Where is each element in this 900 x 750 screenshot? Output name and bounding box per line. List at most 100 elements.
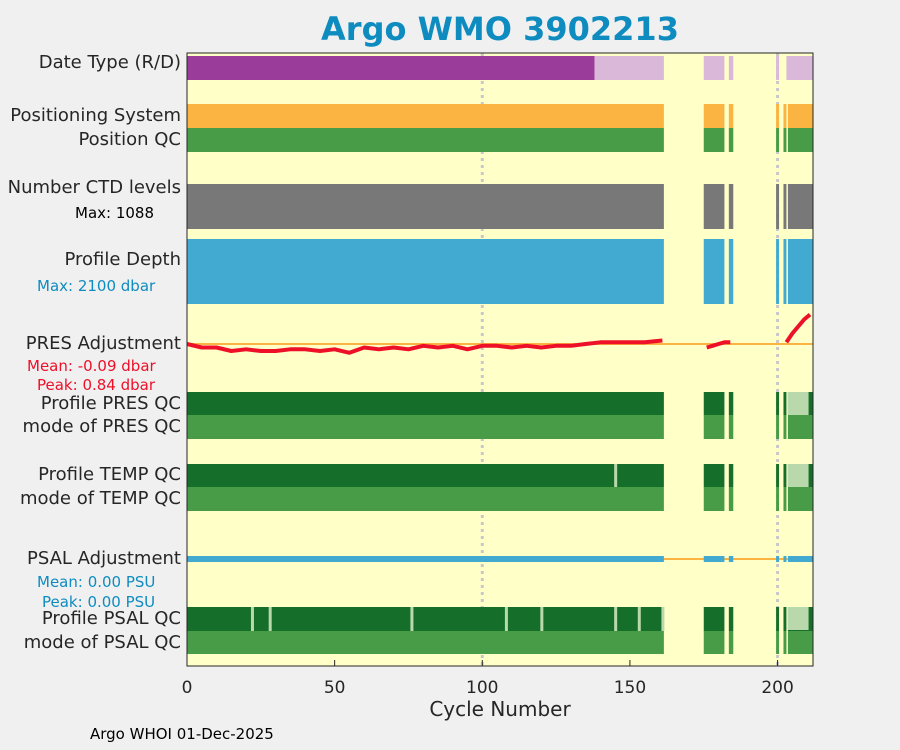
chart-title: Argo WMO 3902213 xyxy=(321,10,679,48)
mode-temp-qc-bar xyxy=(187,487,664,511)
date-type-bar xyxy=(187,56,595,80)
mode-pres-qc-bar xyxy=(728,415,734,439)
psal-adjustment-bar xyxy=(703,556,725,562)
label-profile-pres-qc: Profile PRES QC xyxy=(40,393,181,414)
psal-adjustment-bar xyxy=(783,556,787,562)
psal-adjustment-bar xyxy=(728,556,734,562)
x-tick-label: 200 xyxy=(761,678,793,698)
label-profile-temp-qc: Profile TEMP QC xyxy=(38,464,181,485)
psal-qc-mark xyxy=(250,607,254,631)
ctd-levels-bar xyxy=(187,184,664,229)
positioning-bar xyxy=(728,104,734,128)
mode-temp-qc-bar xyxy=(783,487,787,511)
mode-pres-qc-bar xyxy=(187,415,664,439)
mode-psal-qc-bar xyxy=(776,631,780,654)
profile-qc-light-segment xyxy=(787,607,809,630)
date-type-bar xyxy=(776,56,780,80)
psal-adjustment-bar xyxy=(787,556,813,562)
x-tick-label: 100 xyxy=(466,678,498,698)
profile-psal-qc-bar xyxy=(187,607,664,631)
mode-pres-qc-bar xyxy=(776,415,780,439)
profile-depth-bar xyxy=(728,239,734,304)
mode-psal-qc-bar xyxy=(783,631,787,654)
profile-pres-qc-bar xyxy=(783,392,787,415)
x-axis-label: Cycle Number xyxy=(429,697,571,721)
profile-psal-qc-bar xyxy=(776,607,780,631)
positioning-bar xyxy=(776,104,780,128)
positioning-bar xyxy=(783,104,787,128)
label-psal-adjustment: PSAL Adjustment xyxy=(26,548,181,569)
profile-temp-qc-bar xyxy=(783,464,787,487)
mode-temp-qc-bar xyxy=(728,487,734,511)
psal-qc-mark xyxy=(504,607,508,631)
psal-qc-mark xyxy=(540,607,544,631)
profile-depth-bar xyxy=(783,239,787,304)
position-qc-bar xyxy=(783,128,787,152)
annotation-pres-peak: Peak: 0.84 dbar xyxy=(37,376,156,394)
annotation-psal-peak: Peak: 0.00 PSU xyxy=(42,593,156,611)
mode-psal-qc-bar xyxy=(728,631,734,654)
profile-qc-light-segment xyxy=(787,392,809,415)
ctd-levels-bar xyxy=(787,184,813,229)
profile-depth-bar xyxy=(187,239,664,304)
profile-psal-qc-bar xyxy=(783,607,787,631)
mode-psal-qc-bar xyxy=(787,631,813,654)
position-qc-bar xyxy=(787,128,813,152)
label-mode-pres-qc: mode of PRES QC xyxy=(22,416,181,437)
plot-frame xyxy=(186,52,814,667)
x-tick-label: 50 xyxy=(324,678,346,698)
psal-qc-mark xyxy=(268,607,272,631)
pres-adjustment-line xyxy=(186,313,812,355)
positioning-bar xyxy=(703,104,725,128)
mode-pres-qc-bar xyxy=(787,415,813,439)
profile-temp-qc-bar xyxy=(187,464,664,487)
psal-qc-mark xyxy=(661,607,665,631)
label-mode-psal-qc: mode of PSAL QC xyxy=(23,632,181,653)
mode-temp-qc-bar xyxy=(787,487,813,511)
ctd-levels-bar xyxy=(728,184,734,229)
mode-temp-qc-bar xyxy=(703,487,725,511)
profile-pres-qc-bar xyxy=(703,392,725,415)
mode-psal-qc-bar xyxy=(703,631,725,654)
mode-pres-qc-bar xyxy=(703,415,725,439)
profile-depth-bar xyxy=(776,239,780,304)
ctd-levels-bar xyxy=(776,184,780,229)
footer-credit: Argo WHOI 01-Dec-2025 xyxy=(90,725,274,743)
profile-depth-bar xyxy=(703,239,725,304)
profile-pres-qc-bar xyxy=(187,392,664,415)
position-qc-bar xyxy=(728,128,734,152)
position-qc-bar xyxy=(776,128,780,152)
psal-adjustment-bar xyxy=(776,556,780,562)
plot-background xyxy=(187,53,813,666)
position-qc-bar xyxy=(187,128,664,152)
date-type-bar xyxy=(786,56,813,80)
label-position-qc: Position QC xyxy=(78,129,181,150)
label-profile-depth: Profile Depth xyxy=(64,249,181,270)
mode-pres-qc-bar xyxy=(783,415,787,439)
psal-qc-mark xyxy=(410,607,414,631)
psal-qc-mark xyxy=(614,607,618,631)
mode-psal-qc-bar xyxy=(187,631,664,654)
profile-temp-qc-bar xyxy=(703,464,725,487)
date-type-bar xyxy=(703,56,725,80)
x-tick-label: 0 xyxy=(182,678,193,698)
date-type-bar xyxy=(728,56,734,80)
positioning-bar xyxy=(187,104,664,128)
profile-psal-qc-bar xyxy=(703,607,725,631)
psal-qc-mark xyxy=(637,607,641,631)
ctd-levels-bar xyxy=(703,184,725,229)
position-qc-bar xyxy=(703,128,725,152)
x-tick-label: 150 xyxy=(614,678,646,698)
profile-temp-qc-bar xyxy=(776,464,780,487)
label-date-type: Date Type (R/D) xyxy=(38,52,181,73)
psal-adjustment-bar xyxy=(187,556,664,562)
mode-temp-qc-bar xyxy=(776,487,780,511)
date-type-bar xyxy=(594,56,664,80)
profile-depth-bar xyxy=(787,239,813,304)
label-pres-adjustment: PRES Adjustment xyxy=(25,333,181,354)
label-profile-psal-qc: Profile PSAL QC xyxy=(41,608,181,629)
label-positioning-system: Positioning System xyxy=(10,105,181,126)
profile-qc-light-segment xyxy=(787,464,809,487)
annotation-pres-mean: Mean: -0.09 dbar xyxy=(27,357,156,375)
